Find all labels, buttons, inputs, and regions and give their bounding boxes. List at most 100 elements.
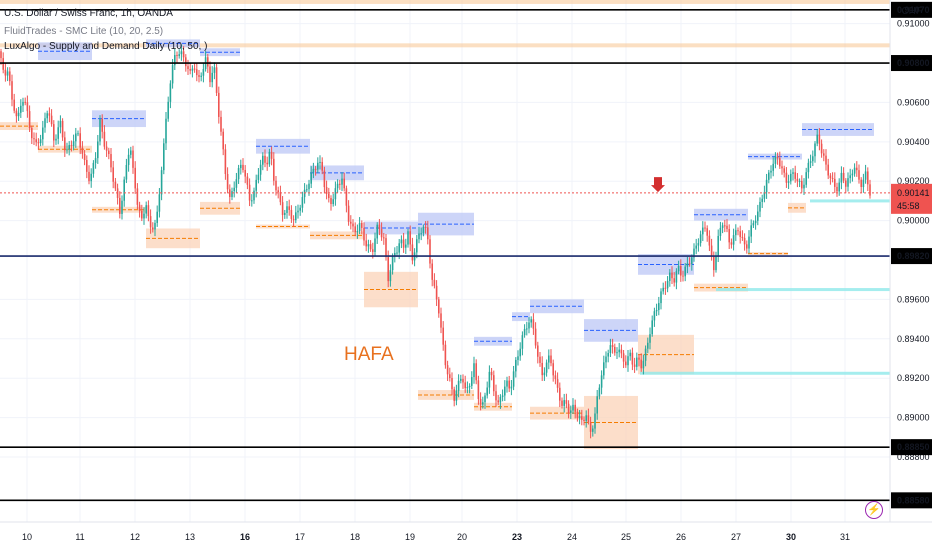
candle-body xyxy=(336,183,339,189)
candle-body xyxy=(594,413,596,429)
candle-body xyxy=(97,141,99,159)
candle-body xyxy=(325,187,328,194)
candle-body xyxy=(724,225,726,227)
candle-body xyxy=(64,137,66,151)
candle-body xyxy=(119,197,121,215)
candle-body xyxy=(257,174,260,180)
candle-body xyxy=(99,118,101,142)
price-level-badge xyxy=(891,1,932,18)
candle-body xyxy=(488,371,491,388)
candle-body xyxy=(306,189,308,191)
time-tick-label: 24 xyxy=(567,532,577,542)
price-tick-label: 0.90600 xyxy=(897,97,930,107)
candle-body xyxy=(713,256,715,271)
candle-body xyxy=(638,357,640,360)
candle-body xyxy=(152,227,154,230)
candle-body xyxy=(400,239,403,244)
candle-body xyxy=(677,266,680,272)
candle-body xyxy=(495,391,497,401)
candle-body xyxy=(468,385,471,388)
candle-body xyxy=(796,178,799,182)
candle-body xyxy=(275,180,277,191)
candle-body xyxy=(213,67,216,73)
currency-badge[interactable]: CHF xyxy=(901,6,922,17)
candle-body xyxy=(702,227,704,235)
candle-body xyxy=(169,83,172,102)
candle-body xyxy=(156,211,158,223)
candle-body xyxy=(576,411,579,419)
candle-body xyxy=(163,143,165,171)
daily-supply-demand-bands xyxy=(0,0,890,48)
candle-body xyxy=(772,163,774,171)
candle-body xyxy=(433,279,436,286)
candle-body xyxy=(671,272,673,279)
candle-body xyxy=(347,205,350,222)
candle-body xyxy=(0,51,2,59)
candle-body xyxy=(633,364,636,367)
candle-body xyxy=(328,193,330,199)
candle-body xyxy=(31,128,33,139)
candle-body xyxy=(411,244,414,261)
candle-body xyxy=(26,102,29,112)
time-tick-label: 16 xyxy=(240,532,250,542)
candle-body xyxy=(268,151,271,165)
candle-body xyxy=(620,349,623,354)
candle-body xyxy=(523,328,526,336)
candle-body xyxy=(405,244,407,248)
candle-body xyxy=(787,181,790,183)
time-tick-label: 26 xyxy=(676,532,686,542)
candle-body xyxy=(317,162,319,170)
candle-body xyxy=(493,375,495,392)
candle-body xyxy=(383,237,385,239)
candle-body xyxy=(829,175,832,179)
candle-body xyxy=(521,335,524,349)
candle-body xyxy=(592,428,594,432)
candle-body xyxy=(770,170,772,173)
liquidity-line xyxy=(810,199,890,203)
candle-body xyxy=(856,167,858,171)
candle-body xyxy=(473,363,475,378)
candle-body xyxy=(732,235,735,245)
candle-body xyxy=(783,168,785,173)
candle-body xyxy=(211,72,213,83)
candle-body xyxy=(466,387,469,389)
candle-body xyxy=(581,416,583,420)
candle-body xyxy=(136,188,139,205)
candle-body xyxy=(224,149,227,175)
candle-body xyxy=(600,375,603,388)
candle-body xyxy=(750,225,752,237)
candle-body xyxy=(251,200,253,202)
candle-body xyxy=(180,51,183,55)
candle-body xyxy=(387,257,389,282)
candle-body xyxy=(193,68,196,70)
candle-body xyxy=(510,386,513,389)
candle-body xyxy=(798,180,801,182)
candle-body xyxy=(761,198,763,202)
candle-body xyxy=(801,180,803,189)
candle-body xyxy=(453,389,455,401)
candle-body xyxy=(550,355,552,364)
candle-body xyxy=(836,186,838,192)
candle-body xyxy=(319,161,321,163)
candle-body xyxy=(416,239,418,253)
indicator-fluidtrades[interactable]: FluidTrades - SMC Lite (10, 20, 2.5) xyxy=(4,26,164,37)
candle-body xyxy=(70,145,73,147)
candle-body xyxy=(682,275,684,277)
price-tick-label: 0.88800 xyxy=(897,452,930,462)
candle-body xyxy=(83,153,86,161)
candle-body xyxy=(768,172,770,180)
candle-body xyxy=(519,348,521,357)
candle-body xyxy=(330,198,332,205)
candle-body xyxy=(20,105,22,113)
candle-body xyxy=(339,183,341,185)
candle-body xyxy=(446,365,449,375)
indicator-luxalgo[interactable]: LuxAlgo - Supply and Demand Daily (10, 5… xyxy=(4,41,208,52)
candle-body xyxy=(567,403,570,413)
candle-body xyxy=(462,378,464,383)
candle-body xyxy=(706,228,708,236)
lightning-icon[interactable]: ⚡ xyxy=(865,501,883,519)
candle-body xyxy=(464,382,466,389)
candle-body xyxy=(475,363,477,381)
candle-body xyxy=(790,173,792,182)
